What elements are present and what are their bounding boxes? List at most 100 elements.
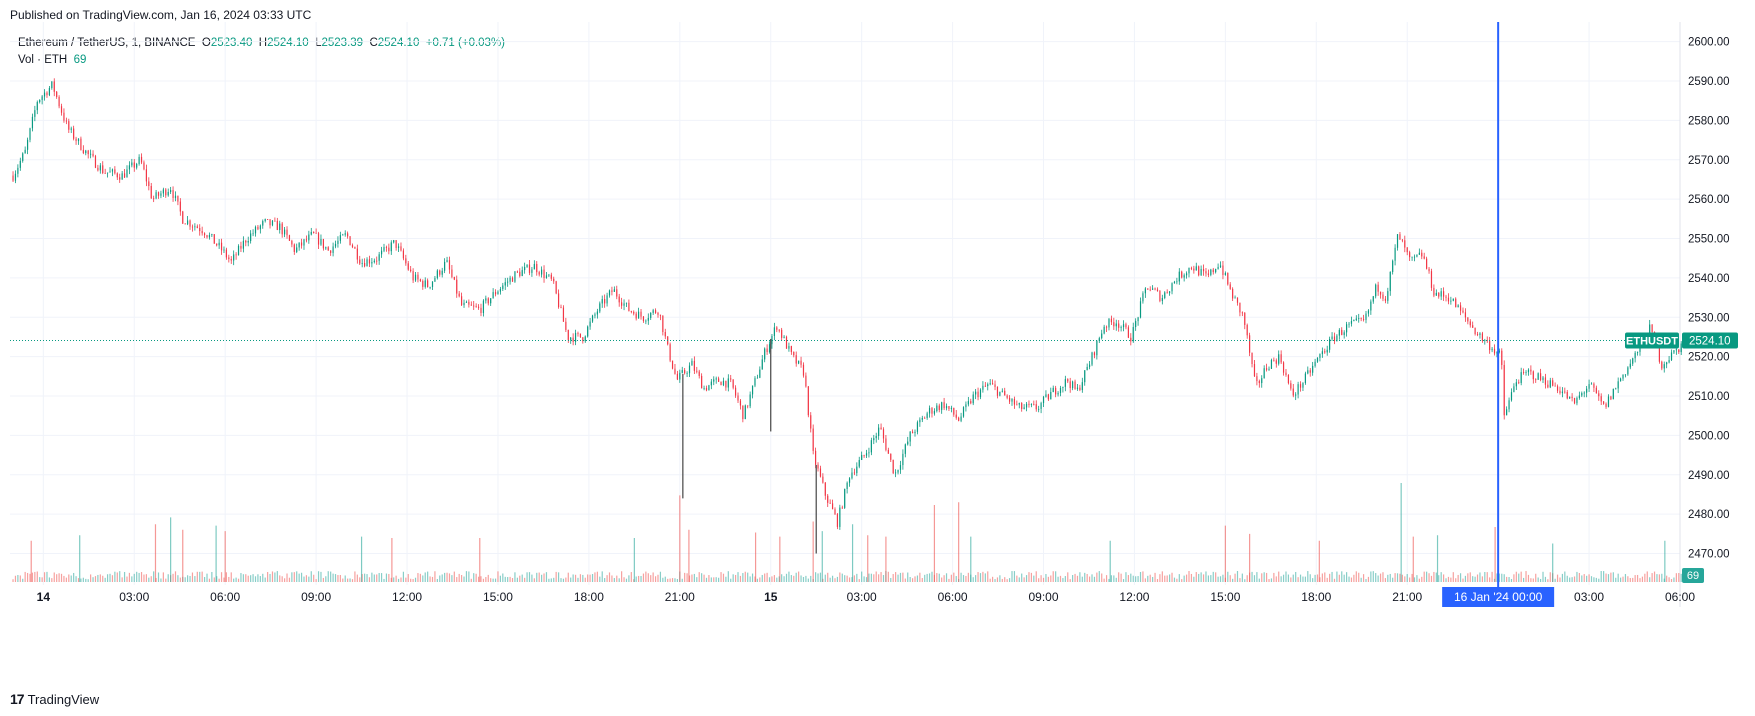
volume-bar [521,574,523,582]
volume-bar [1074,573,1076,582]
candle-body [604,299,606,304]
volume-bar [407,574,409,582]
volume-bar [788,571,790,582]
volume-bar [1624,574,1627,582]
candle-body [865,453,868,456]
volume-bar [1447,576,1450,582]
volume-bar [621,571,623,582]
candle-body [853,472,855,474]
volume-bar [989,578,991,582]
volume-bar [1515,571,1517,582]
legend-row-volume: Vol · ETH 69 [18,52,505,69]
candle-body [1326,349,1328,353]
volume-bar [43,572,46,582]
volume-bar [691,574,693,582]
candle-body [494,292,497,295]
candle-body [153,198,155,200]
y-tick-label: 2560.00 [1688,194,1730,206]
candle-body [274,220,276,222]
candle-body [283,229,286,235]
volume-bar [548,578,550,582]
candle-body [230,259,232,261]
volume-bar [174,571,177,582]
volume-bar [1202,574,1205,582]
volume-bar [1680,573,1682,582]
volume-bar [1396,573,1399,582]
volume-bar [1251,571,1253,582]
volume-bar [1135,576,1137,582]
candle-body [1358,318,1360,319]
candle-body [528,264,531,273]
volume-bar [676,579,678,582]
candle-body [203,233,206,236]
candle-body [761,359,763,370]
volume-bar [771,576,773,582]
candle-body [1263,368,1265,379]
candle-body [734,387,737,396]
candle-body [841,507,843,509]
candle-body [1411,256,1413,258]
volume-bar [1539,578,1542,582]
volume-bar [1309,574,1311,582]
volume-bar [1472,576,1474,582]
x-tick-label: 03:00 [1574,590,1604,604]
candle-body [1316,357,1319,362]
volume-bar-spike [1436,535,1439,582]
legend-volume-label[interactable]: Vol · ETH [18,54,68,66]
candle-body [1600,396,1602,402]
candle-body [271,220,274,226]
candle-body [1115,323,1117,327]
volume-bar [1275,576,1277,582]
volume-bar [589,574,591,582]
volume-bar [1021,573,1023,582]
volume-bar [1125,572,1127,582]
volume-bar [237,578,240,582]
volume-bar [1229,575,1231,582]
volume-bar [776,577,778,582]
legend-symbol[interactable]: Ethereum / TetherUS, 1, BINANCE [18,37,196,49]
candle-body [1120,327,1122,328]
volume-bar [56,574,58,582]
candle-body [1447,297,1450,302]
candle-body [1510,392,1513,401]
candle-body [490,298,492,304]
candle-body [1406,247,1408,253]
candle-body [1658,347,1660,362]
x-tick-label: 12:00 [392,590,422,604]
candle-body [1314,361,1316,366]
candle-body [1583,392,1585,394]
candle-body [633,311,635,314]
volume-bar [1033,575,1035,582]
candle-body [1430,271,1433,288]
candle-body [1484,340,1486,342]
candle-body [189,220,191,227]
candle-body [102,165,104,174]
candle-body [1234,297,1236,299]
candle-body [269,219,271,226]
candle-body [397,246,400,248]
candle-body [785,336,788,349]
candle-body [1418,252,1420,255]
volume-bar [1346,572,1348,582]
candle-body [1229,284,1231,289]
candle-body [349,236,351,246]
candle-body [751,385,754,395]
volume-bar [211,571,213,582]
volume-bar [536,572,538,582]
volume-bar [1462,578,1464,582]
volume-bar [1028,572,1030,582]
volume-bar [361,574,363,582]
candle-body [582,337,584,342]
candle-body [1556,386,1559,391]
candle-body [237,245,240,256]
volume-bar [582,574,584,582]
candle-body [412,271,414,281]
volume-bar [861,571,863,582]
candle-body [1074,381,1076,389]
symbol-tag-label: ETHUSDT [1626,336,1678,348]
candle-body [14,173,17,181]
volume-bar [681,578,683,582]
candle-body [1607,396,1610,407]
volume-bar-spike [479,538,481,582]
